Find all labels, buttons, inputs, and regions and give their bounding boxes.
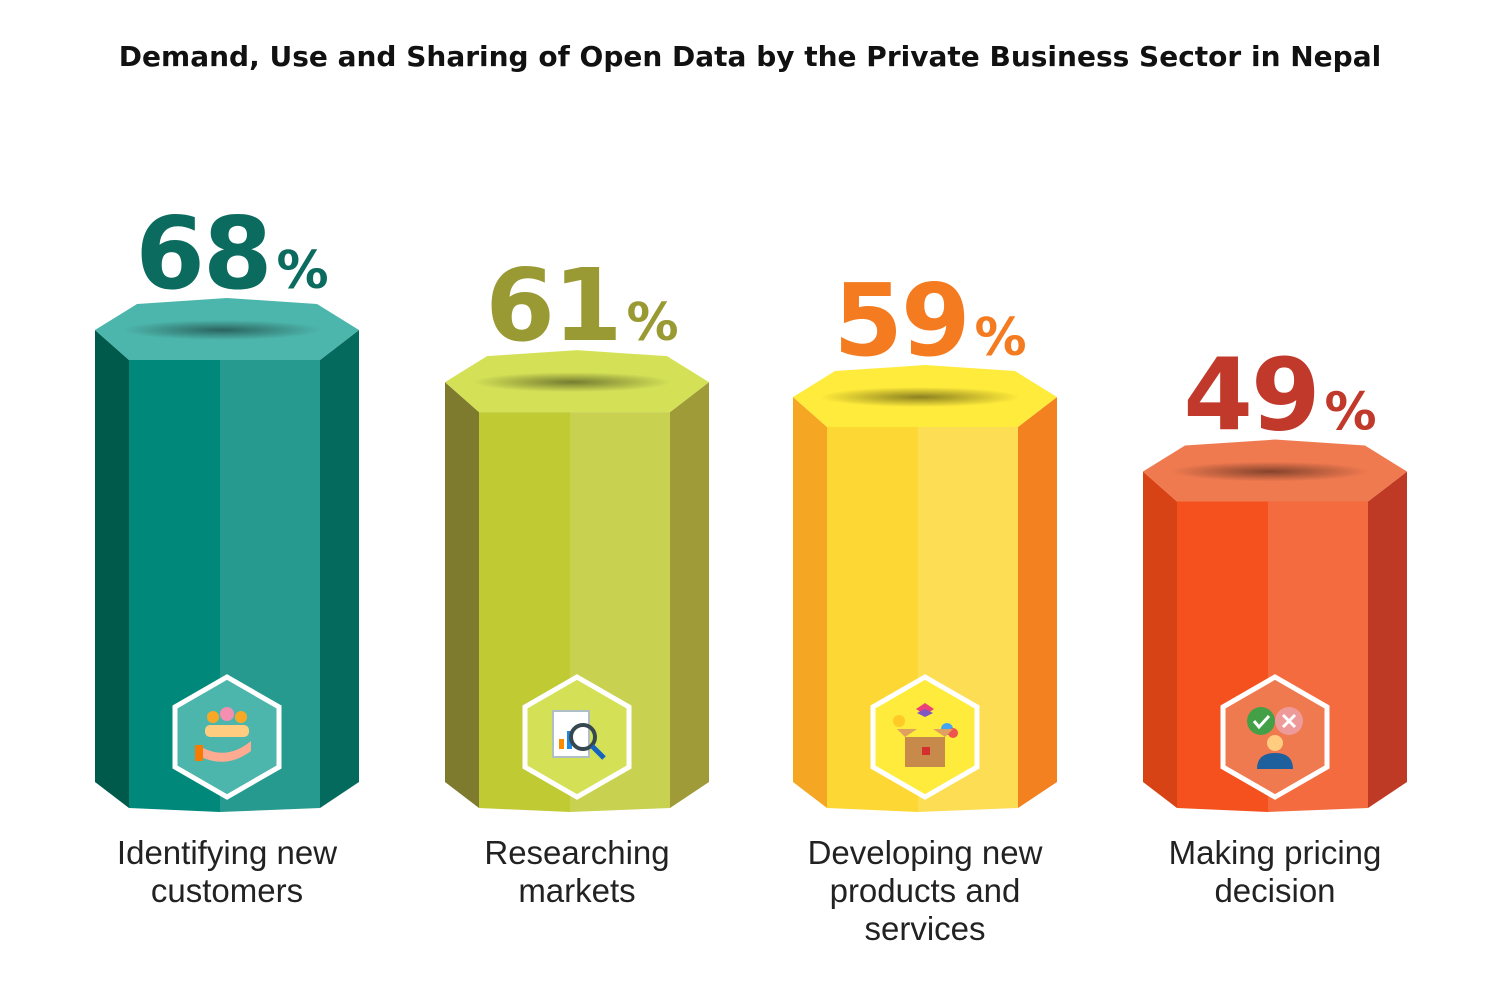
bar-top-shadow [472,372,672,393]
people-hand-icon [172,674,282,800]
bar-left-face [445,382,479,808]
bar-right-face [320,330,359,808]
bar-value-label: 59% [833,262,1026,379]
chart-title: Demand, Use and Sharing of Open Data by … [118,40,1382,73]
bar-2: 61% [445,247,709,812]
category-label: Developing new products and services [807,834,1043,947]
bar-right-face [670,382,709,808]
bar-left-face [95,330,129,808]
bar-left-face [1143,471,1177,808]
decision-person-icon [1220,674,1330,800]
bar-3: 59% [793,262,1057,812]
bar-value-label: 61% [485,247,678,364]
bar-1: 68% [95,195,359,812]
product-box-icon [870,674,980,800]
bar-right-face [1018,397,1057,808]
bar-left-face [793,397,827,808]
bar-top-shadow [820,387,1020,408]
bar-value-label: 49% [1183,337,1376,454]
category-label: Researching markets [484,834,670,909]
bar-right-face [1368,471,1407,808]
category-label: Making pricing decision [1168,834,1382,909]
bar-top-shadow [1170,461,1370,482]
bar-4: 49% [1143,337,1407,812]
category-label: Identifying new customers [116,834,338,909]
bar-value-label: 68% [135,195,328,312]
magnifier-report-icon [522,674,632,800]
bar-top-shadow [122,320,322,340]
